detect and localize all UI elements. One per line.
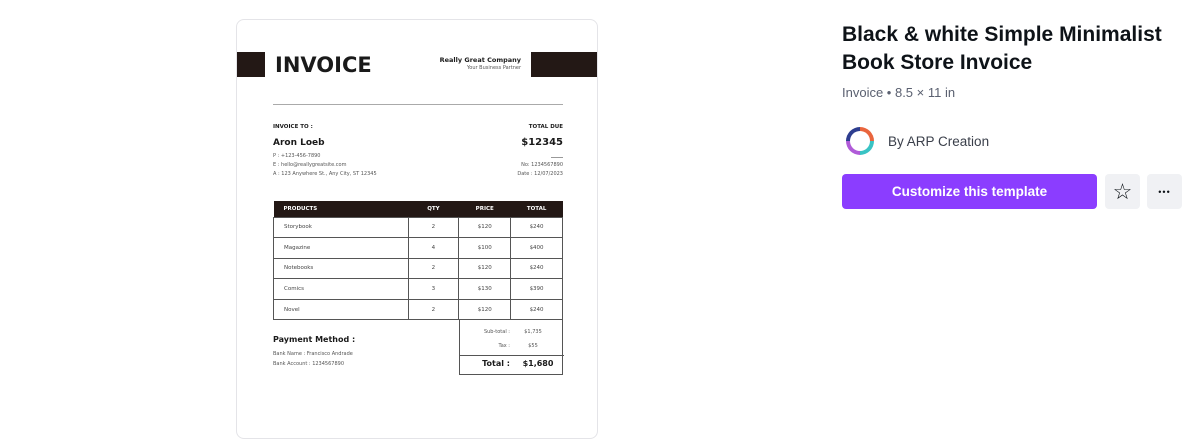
cell: Novel [273,298,409,321]
cell: 2 [407,257,460,280]
total-due: $12345 [521,137,563,148]
cell: 3 [407,278,460,300]
cell: Storybook [273,216,409,239]
table-row: Notebooks 2 $120 $240 [273,257,563,280]
cell: $240 [510,216,563,239]
cell: $120 [458,216,512,239]
bank-account: Bank Account : 1234567890 [273,361,345,367]
subtotal-value: $1,735 [524,329,542,335]
company-name: Really Great Company [439,56,521,64]
subtotal-label: Sub-total : [483,329,510,335]
author-byline[interactable]: By ARP Creation [888,134,989,149]
divider [273,104,563,105]
table-row: Storybook 2 $120 $240 [273,216,563,239]
invoice-date: Date : 12/07/2023 [517,171,563,177]
star-icon: ☆ [1112,178,1133,204]
author-avatar[interactable] [846,127,874,155]
title-line-2: Book Store Invoice [842,51,1033,74]
total-due-label: TOTAL DUE [528,124,563,130]
cell: Comics [273,278,409,300]
cell: Notebooks [273,257,409,280]
favorite-button[interactable]: ☆ [1105,174,1140,209]
bank-name: Bank Name : Francisco Andrade [273,351,353,357]
cell: $130 [458,278,512,300]
cell: $390 [510,278,563,300]
total-label: Total : [482,359,510,368]
totals-box: Sub-total : $1,735 Tax : $55 Total : $1,… [459,319,564,375]
template-title: Black & white Simple Minimalist Book Sto… [842,21,1192,77]
template-meta: Invoice • 8.5 × 11 in [842,85,956,100]
client-name: Aron Loeb [273,138,325,148]
cell: $120 [458,298,512,321]
cell: $240 [510,298,563,321]
products-table: PRODUCTS QTY PRICE TOTAL Storybook 2 $120 $… [273,201,563,321]
col-total: TOTAL [510,201,563,217]
cell: 2 [407,216,460,239]
cell: 2 [407,298,460,321]
customize-template-button[interactable]: Customize this template [842,174,1097,209]
table-row: Novel 2 $120 $240 [273,298,563,321]
cell: $120 [458,257,512,280]
table-row: Comics 3 $130 $390 [273,278,563,300]
tax-label: Tax : [498,343,510,349]
cell: 4 [407,237,460,259]
dash [551,157,563,158]
invoice-to-label: INVOICE TO : [273,124,313,130]
more-options-button[interactable]: ••• [1147,174,1182,209]
client-address: A : 123 Anywhere St., Any City, ST 12345 [273,171,377,177]
company-tagline: Your Business Partner [466,65,521,71]
tax-value: $55 [528,343,538,349]
payment-method-label: Payment Method : [273,335,356,344]
invoice-number: No: 1234567890 [521,162,563,168]
table-row: Magazine 4 $100 $400 [273,237,563,259]
col-products: PRODUCTS [273,201,409,217]
col-price: PRICE [458,201,511,217]
title-line-1: Black & white Simple Minimalist [842,23,1162,46]
invoice-title: INVOICE [275,53,372,77]
header-bar-left [237,52,265,77]
totals-divider [460,355,564,356]
client-phone: P : +123-456-7890 [273,153,321,159]
client-email: E : hello@reallygreatsite.com [273,162,347,168]
more-icon: ••• [1158,186,1171,197]
by-label: By [888,134,904,149]
cell: Magazine [273,237,409,259]
cell: $400 [510,237,563,259]
cell: $240 [510,257,563,280]
col-qty: QTY [408,201,459,217]
cell: $100 [458,237,512,259]
total-value: $1,680 [522,359,554,368]
author-name[interactable]: ARP Creation [906,134,990,149]
template-preview[interactable]: INVOICE Really Great Company Your Busine… [236,19,598,439]
header-bar-right [531,52,597,77]
table-header: PRODUCTS QTY PRICE TOTAL [273,201,563,217]
